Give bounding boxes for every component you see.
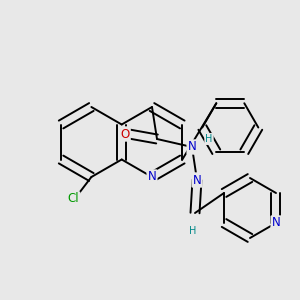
Text: O: O	[120, 128, 130, 140]
Text: Cl: Cl	[68, 193, 79, 206]
Text: N: N	[193, 173, 201, 187]
Text: N: N	[272, 217, 280, 230]
Text: H: H	[205, 134, 213, 144]
Text: N: N	[188, 140, 196, 154]
Text: N: N	[148, 170, 156, 184]
Text: H: H	[189, 226, 197, 236]
